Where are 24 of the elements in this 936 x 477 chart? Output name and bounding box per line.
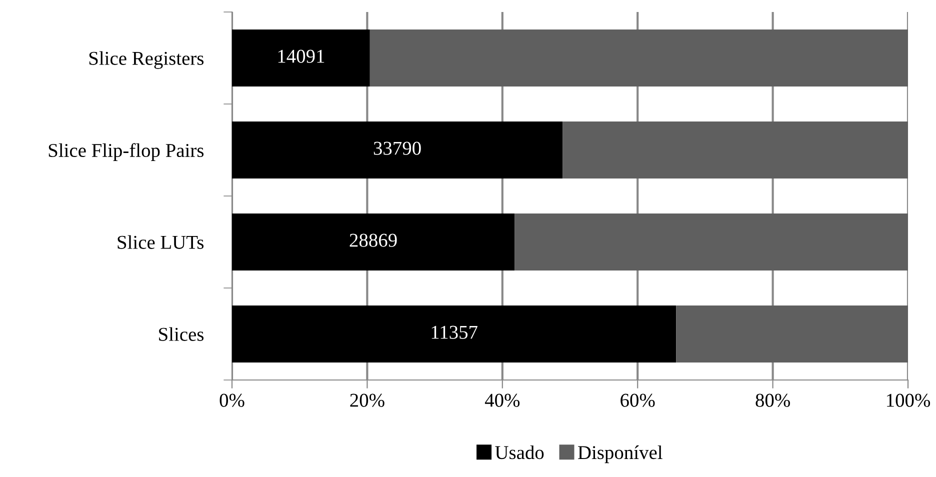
legend-label: Usado bbox=[495, 445, 544, 460]
bar bbox=[676, 305, 908, 363]
annotation: 33790 bbox=[374, 142, 421, 155]
x-tick-label: 20% bbox=[350, 394, 384, 407]
x-tick-label: 100% bbox=[887, 394, 930, 407]
x-tick-label: 80% bbox=[756, 394, 790, 407]
y-tick-label: Slices bbox=[159, 327, 204, 341]
annotation: 14091 bbox=[278, 50, 324, 63]
bar bbox=[232, 29, 370, 87]
annotation: 11357 bbox=[432, 326, 478, 339]
bar bbox=[232, 305, 676, 363]
annotation: 28869 bbox=[350, 234, 397, 247]
y-tick-label: Slice Registers bbox=[89, 51, 204, 69]
bar bbox=[562, 121, 908, 179]
bar bbox=[370, 29, 908, 87]
x-tick-label: 40% bbox=[484, 394, 520, 407]
legend-label: Disponível bbox=[578, 445, 662, 464]
y-tick-label: Slice Flip-flop Pairs bbox=[48, 143, 204, 161]
y-tick-label: Slice LUTs bbox=[118, 235, 204, 249]
x-tick-label: 60% bbox=[620, 394, 655, 407]
x-tick-label: 0% bbox=[220, 394, 244, 407]
bar bbox=[232, 213, 515, 271]
bar bbox=[232, 121, 563, 179]
bar bbox=[514, 213, 908, 271]
